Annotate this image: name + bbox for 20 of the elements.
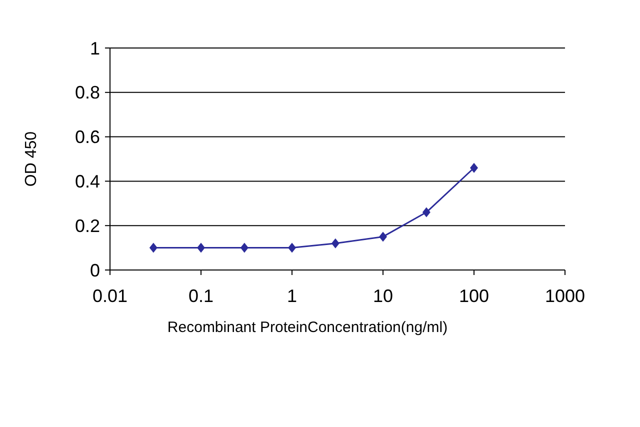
x-tick-label: 0.1 <box>188 286 214 306</box>
y-axis-title: OD 450 <box>23 131 40 187</box>
point <box>288 242 296 253</box>
y-tick-label: 0.8 <box>74 82 100 103</box>
y-tick-label: 0.6 <box>74 127 100 148</box>
point <box>149 242 158 253</box>
x-tick-label: 0.01 <box>92 286 128 306</box>
y-tick-label: 1 <box>90 38 100 58</box>
x-axis-title: Recombinant ProteinConcentration(ng/ml) <box>167 319 448 336</box>
x-tick-label: 10 <box>372 286 394 306</box>
y-tick-label: 0.4 <box>74 172 100 192</box>
point <box>240 242 248 253</box>
y-tick-label: 0 <box>90 260 100 280</box>
point <box>331 238 340 248</box>
x-tick-label: 1 <box>286 286 298 306</box>
x-tick-label: 1000 <box>544 286 586 306</box>
point <box>470 162 478 173</box>
y-tick-label: 0.2 <box>74 216 100 236</box>
point <box>379 232 387 242</box>
x-tick-label: 100 <box>458 286 490 306</box>
